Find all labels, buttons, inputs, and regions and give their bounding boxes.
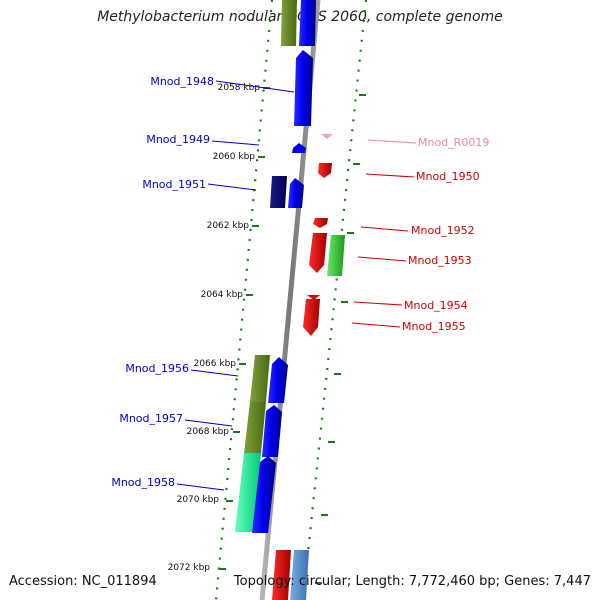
gene-label-mnod-r0019[interactable]: Mnod_R0019 bbox=[418, 136, 489, 149]
rna-mnod-r0019 bbox=[321, 134, 333, 139]
gene-label-mnod-1957[interactable]: Mnod_1957 bbox=[119, 412, 183, 425]
gene-label-mnod-1951[interactable]: Mnod_1951 bbox=[142, 178, 206, 191]
gene-block-mnod-1957a bbox=[244, 402, 266, 453]
gene-arrow-mnod-1951 bbox=[288, 178, 304, 208]
left-scale-ring bbox=[214, 0, 274, 600]
kbp-label: 2066 kbp bbox=[194, 359, 237, 369]
kbp-label: 2072 kbp bbox=[168, 563, 211, 573]
gene-arrow-mnod-1950 bbox=[318, 163, 332, 178]
gene-arrow-blue bbox=[299, 0, 316, 46]
kbp-label: 2060 kbp bbox=[213, 152, 256, 162]
gene-block-steel-bottom bbox=[290, 550, 309, 600]
kbp-label: 2058 kbp bbox=[218, 83, 261, 93]
genome-title: Methylobacterium nodulans ORS 2060, comp… bbox=[97, 9, 503, 25]
gene-arrow-mnod-1948 bbox=[294, 50, 313, 126]
gene-arrow-mnod-1957 bbox=[262, 405, 282, 457]
gene-arrow-mnod-1952 bbox=[313, 218, 328, 228]
gene-block-red-bottom bbox=[272, 550, 291, 600]
kbp-label: 2064 kbp bbox=[201, 290, 244, 300]
right-major-ticks bbox=[315, 94, 366, 584]
gene-arrow-mnod-1949 bbox=[292, 143, 306, 153]
gene-label-mnod-1948[interactable]: Mnod_1948 bbox=[150, 75, 214, 88]
gene-label-mnod-1950[interactable]: Mnod_1950 bbox=[416, 170, 480, 183]
right-scale-ring bbox=[301, 0, 368, 600]
label-leader-lines bbox=[176, 80, 417, 491]
accession-text: Accession: NC_011894 bbox=[9, 574, 157, 589]
gene-label-mnod-1953[interactable]: Mnod_1953 bbox=[408, 254, 472, 267]
gene-label-mnod-1952[interactable]: Mnod_1952 bbox=[411, 224, 475, 237]
gene-block-olive bbox=[281, 0, 297, 46]
gene-block-mnod-1953b bbox=[327, 235, 345, 276]
gene-name-labels: Mnod_1948 Mnod_1949 Mnod_1951 Mnod_1956 … bbox=[111, 75, 489, 489]
gene-arrow-mnod-1954 bbox=[307, 295, 320, 300]
gene-label-mnod-1954[interactable]: Mnod_1954 bbox=[404, 299, 468, 312]
gene-label-mnod-1949[interactable]: Mnod_1949 bbox=[146, 133, 210, 146]
kbp-label: 2070 kbp bbox=[177, 495, 220, 505]
gene-arrow-mnod-1953 bbox=[309, 233, 327, 273]
gene-label-mnod-1956[interactable]: Mnod_1956 bbox=[125, 362, 189, 375]
gene-label-mnod-1955[interactable]: Mnod_1955 bbox=[402, 320, 466, 333]
gene-arrow-mnod-1956 bbox=[268, 357, 288, 403]
kbp-label: 2068 kbp bbox=[187, 427, 230, 437]
gene-label-mnod-1958[interactable]: Mnod_1958 bbox=[111, 476, 175, 489]
gene-block-mnod-1956a bbox=[250, 355, 270, 402]
kbp-scale-labels: 2058 kbp 2060 kbp 2062 kbp 2064 kbp 2066… bbox=[168, 83, 261, 573]
gene-arrow-mnod-1955 bbox=[303, 299, 320, 336]
kbp-label: 2062 kbp bbox=[207, 221, 250, 231]
gene-block-mnod-1951a bbox=[270, 176, 287, 208]
reverse-strand-genes bbox=[272, 134, 345, 600]
forward-strand-genes bbox=[235, 0, 316, 533]
gene-arrow-mnod-1958 bbox=[252, 456, 276, 533]
topology-text: Topology: circular; Length: 7,772,460 bp… bbox=[233, 574, 591, 589]
